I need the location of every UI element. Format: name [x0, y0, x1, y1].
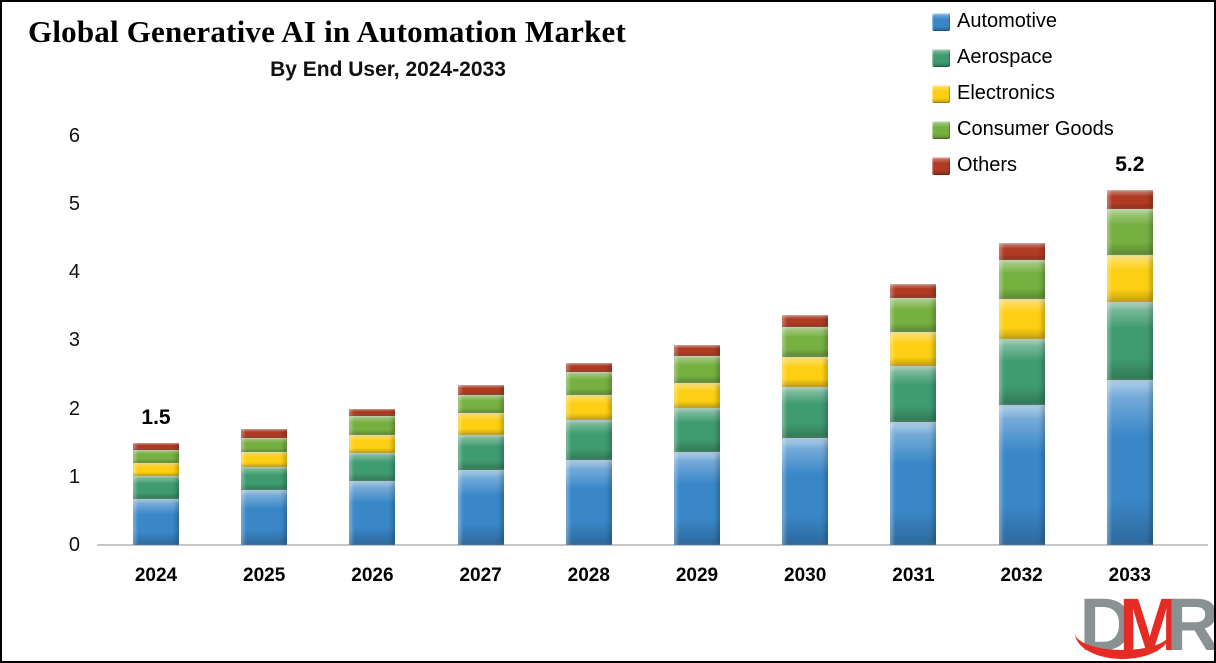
bar-segment-others: [241, 429, 288, 438]
x-axis-category-label: 2027: [459, 565, 502, 586]
legend-item-aerospace: Aerospace: [932, 46, 1114, 69]
bar-segment-aerospace: [998, 339, 1045, 405]
bar-segment-aerospace: [457, 434, 504, 470]
x-axis-category-label: 2026: [351, 565, 394, 586]
bar-segment-electronics: [782, 357, 829, 388]
dmr-logo: DMR: [1075, 583, 1214, 663]
legend-label: Electronics: [957, 82, 1055, 104]
bar-segment-aerospace: [241, 466, 288, 491]
bar-segment-others: [133, 442, 179, 450]
x-axis-line: [97, 544, 1208, 546]
bar-segment-electronics: [998, 299, 1045, 340]
bar-segment-others: [565, 362, 612, 372]
x-axis-category-label: 2025: [243, 565, 286, 586]
y-axis-tick-label: 3: [68, 329, 80, 352]
bar-segment-consumer-goods: [890, 298, 937, 333]
bar-segment-automotive: [565, 459, 612, 545]
legend-swatch-icon: [932, 156, 950, 175]
legend-swatch-icon: [932, 84, 950, 103]
bar-segment-electronics: [565, 394, 612, 421]
bar-segment-consumer-goods: [133, 449, 179, 464]
bar-segment-others: [782, 315, 829, 327]
legend-label: Automotive: [957, 10, 1058, 32]
bar-total-label: 1.5: [141, 405, 171, 429]
logo-letter: R: [1166, 583, 1214, 663]
bar-segment-aerospace: [890, 365, 937, 423]
legend-label: Others: [957, 154, 1018, 176]
x-axis-category-label: 2031: [892, 565, 935, 586]
legend-item-electronics: Electronics: [932, 82, 1114, 105]
bar-segment-electronics: [349, 434, 396, 453]
x-axis-category-label: 2033: [1108, 565, 1151, 586]
bar-segment-consumer-goods: [998, 259, 1045, 300]
legend: Automotive Aerospace Electronics Consumer G…: [932, 10, 1114, 177]
y-axis-tick-label: 4: [68, 261, 80, 284]
bar-segment-consumer-goods: [457, 394, 504, 413]
legend-swatch-icon: [932, 120, 950, 139]
legend-label: Consumer Goods: [957, 118, 1114, 140]
bar-segment-electronics: [890, 332, 937, 366]
bar-total-label: 5.2: [1115, 153, 1145, 177]
y-axis-tick-label: 5: [68, 193, 80, 215]
x-axis-category-label: 2024: [134, 565, 178, 586]
bar-segment-others: [1106, 190, 1153, 209]
chart-title: Global Generative AI in Automation Marke…: [28, 14, 627, 49]
legend-item-others: Others: [932, 154, 1114, 177]
bar-segment-automotive: [674, 451, 720, 545]
bar-segment-aerospace: [565, 420, 612, 460]
bar-segment-automotive: [457, 469, 504, 545]
bar-segment-automotive: [133, 498, 179, 545]
bar-segment-consumer-goods: [674, 356, 720, 383]
bar-segment-electronics: [241, 451, 288, 467]
bar-segment-automotive: [349, 480, 396, 545]
legend-swatch-icon: [932, 12, 950, 31]
bar-segment-electronics: [133, 463, 179, 477]
bar-segment-aerospace: [674, 407, 720, 452]
bar-segment-automotive: [782, 437, 829, 545]
legend-item-automotive: Automotive: [932, 10, 1114, 33]
bar-segment-electronics: [457, 412, 504, 435]
bar-segment-others: [349, 408, 396, 417]
bar-segment-electronics: [1106, 255, 1153, 302]
legend-swatch-icon: [932, 48, 950, 67]
x-axis-category-label: 2029: [675, 565, 719, 586]
bar-segment-others: [457, 384, 504, 395]
y-axis-tick-label: 1: [68, 465, 80, 488]
x-axis-category-label: 2028: [567, 565, 610, 586]
bar-segment-automotive: [1106, 379, 1153, 545]
legend-item-consumer-goods: Consumer Goods: [932, 118, 1114, 141]
bar-segment-consumer-goods: [349, 416, 396, 435]
chart-subtitle: By End User, 2024-2033: [270, 58, 506, 81]
bar-segment-automotive: [998, 404, 1045, 545]
bar-segment-others: [998, 242, 1045, 260]
bar-segment-aerospace: [782, 387, 829, 438]
bar-segment-aerospace: [1106, 301, 1153, 380]
bar-segment-aerospace: [349, 452, 396, 481]
bar-segment-consumer-goods: [565, 371, 612, 395]
legend-label: Aerospace: [957, 46, 1053, 68]
bar-segment-consumer-goods: [241, 437, 288, 452]
bar-segment-consumer-goods: [782, 326, 829, 358]
bar-segment-automotive: [241, 490, 288, 545]
x-axis-category-label: 2032: [1000, 565, 1043, 586]
logo-swoosh: [1075, 633, 1171, 659]
bar-segment-electronics: [674, 382, 720, 408]
bar-segment-others: [674, 345, 720, 357]
bar-segment-consumer-goods: [1106, 208, 1153, 256]
bar-segment-aerospace: [133, 476, 179, 499]
y-axis-tick-label: 6: [68, 124, 80, 147]
x-axis-category-label: 2030: [784, 565, 827, 586]
bar-segment-automotive: [890, 422, 937, 545]
y-axis-tick-label: 2: [68, 397, 80, 420]
bar-segment-others: [890, 284, 937, 299]
y-axis-tick-label: 0: [68, 534, 80, 556]
